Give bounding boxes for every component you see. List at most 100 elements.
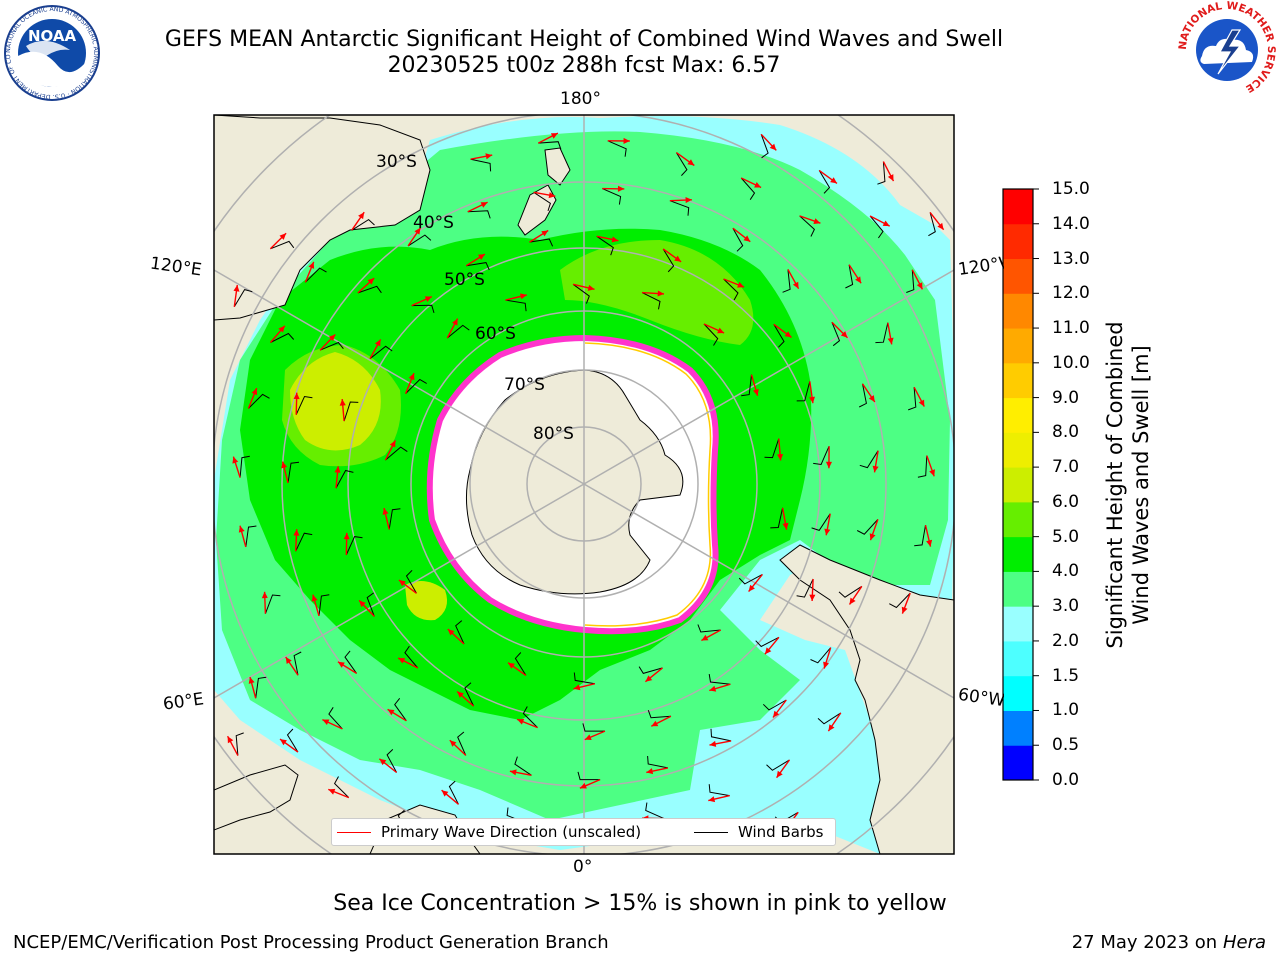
wave-direction-arrow [337,650,358,674]
new-zealand [517,147,571,236]
wind-barb [917,455,928,478]
wind-barb [514,756,532,776]
nws-logo: NATIONAL WEATHER SERVICE [1177,0,1277,98]
wind-barb [357,285,382,294]
wave-direction-arrow [762,699,787,718]
wave-direction-arrow [773,323,792,348]
wave-direction-arrow [675,152,695,176]
wind-barb [582,723,605,732]
lon-label-180: 180° [560,89,601,109]
sea-ice-note: Sea Ice Concentration > 15% is shown in … [333,891,947,916]
wind-barb [838,585,863,598]
colorbar-segment [1003,223,1033,260]
lat-label-80s: 80°S [533,424,574,444]
wind-barb [343,401,359,422]
wind-barb [464,682,475,707]
wave-direction-arrow [304,261,327,283]
wind-barb [740,177,756,200]
wind-barb [529,238,554,247]
wave-direction-arrow [602,185,625,205]
wave-direction-arrow [662,248,682,273]
colorbar-segment [1003,640,1033,677]
wave-direction-arrow [732,227,751,252]
wind-barb [602,188,622,205]
wind-barb [411,304,435,314]
wave-direction-arrow [646,755,669,775]
wave-direction-arrow [404,372,427,394]
wave-direction-arrow [509,756,532,776]
wind-barb [233,289,253,308]
wave-direction-arrow [465,253,490,271]
sea-ice-yellow-edge [584,342,712,627]
wind-barb [405,569,417,594]
wave-direction-arrow [351,211,375,231]
wind-barb [467,210,491,219]
wind-barb [407,234,432,247]
wind-barb [245,525,257,547]
forecast-subtitle: 20230525 t00z 288h fcst Max: 6.57 [387,53,781,78]
graticule [214,115,954,854]
wave-direction-arrow [238,525,257,548]
lat-label-60s: 60°S [475,324,516,344]
wind-barb [908,387,917,411]
map-title: GEFS MEAN Antarctic Significant Height o… [164,27,1004,52]
colorbar-tick-label: 5.0 [1052,526,1080,547]
colorbar-segment [1003,501,1033,538]
colorbar-tick-label: 7.0 [1052,457,1080,478]
wave-direction-arrow [369,339,393,360]
wave-direction-arrow [516,706,538,729]
wave-direction-arrow [703,323,725,346]
wind-barb [248,393,270,409]
lat-label-50s: 50°S [444,270,485,290]
colorbar-tick-label: 3.0 [1052,596,1080,617]
wave-direction-arrow [411,295,435,314]
footer-date: 27 May 2023 on Hera [1072,932,1266,954]
wave-direction-arrow [456,682,475,707]
colorbar-segment [1003,745,1033,781]
colorbar-label-line1: Significant Height of Combined [1103,321,1127,649]
wind-barb [607,140,627,157]
colorbar-label-line2: Wind Waves and Swell [m] [1129,345,1153,625]
wave-direction-arrow [799,215,821,237]
colorbar-segment [1003,293,1033,329]
wave-direction-arrow [577,771,601,789]
wave-direction-arrow [343,532,363,556]
wave-direction-arrow [248,676,267,699]
wave-direction-arrow [914,525,933,547]
colorbar-tick-label: 9.0 [1052,387,1080,408]
wave-direction-arrow [738,573,763,593]
wave-direction-arrow [319,334,344,351]
wave-direction-arrow [537,132,562,150]
map-frame [213,114,955,855]
wave-direction-arrow [908,386,925,411]
wave-direction-arrow [838,585,863,605]
wind-barb [369,345,393,360]
colorbar-segment [1003,362,1033,399]
wind-barb [859,450,879,469]
wind-barb [386,749,398,773]
wind-barb [782,269,791,293]
wave-direction-arrow [641,290,665,310]
wind-barb [385,446,408,461]
wind-barb [773,324,785,348]
wind-barb [764,438,780,459]
wave-direction-arrow [859,450,879,473]
wave-direction-arrow [505,293,527,312]
colorbar-tick-label: 1.0 [1052,700,1080,721]
wind-barb [538,141,562,150]
wave-direction-arrow [573,672,596,691]
wave-direction-arrow [856,519,879,541]
wind-barb [388,508,401,530]
wind-barb [287,461,300,483]
wind-barb [638,666,663,674]
wind-barb [928,212,936,237]
colorbar-segment [1003,606,1033,642]
wave-direction-arrow [311,594,330,617]
wave-direction-arrow [397,645,419,669]
colorbar-segment [1003,328,1033,364]
colorbar-tick-label: 4.0 [1052,561,1080,582]
wind-barb [662,248,675,273]
wind-barb [647,755,668,769]
wave-direction-arrow [638,666,663,683]
wave-direction-arrow [764,438,784,461]
